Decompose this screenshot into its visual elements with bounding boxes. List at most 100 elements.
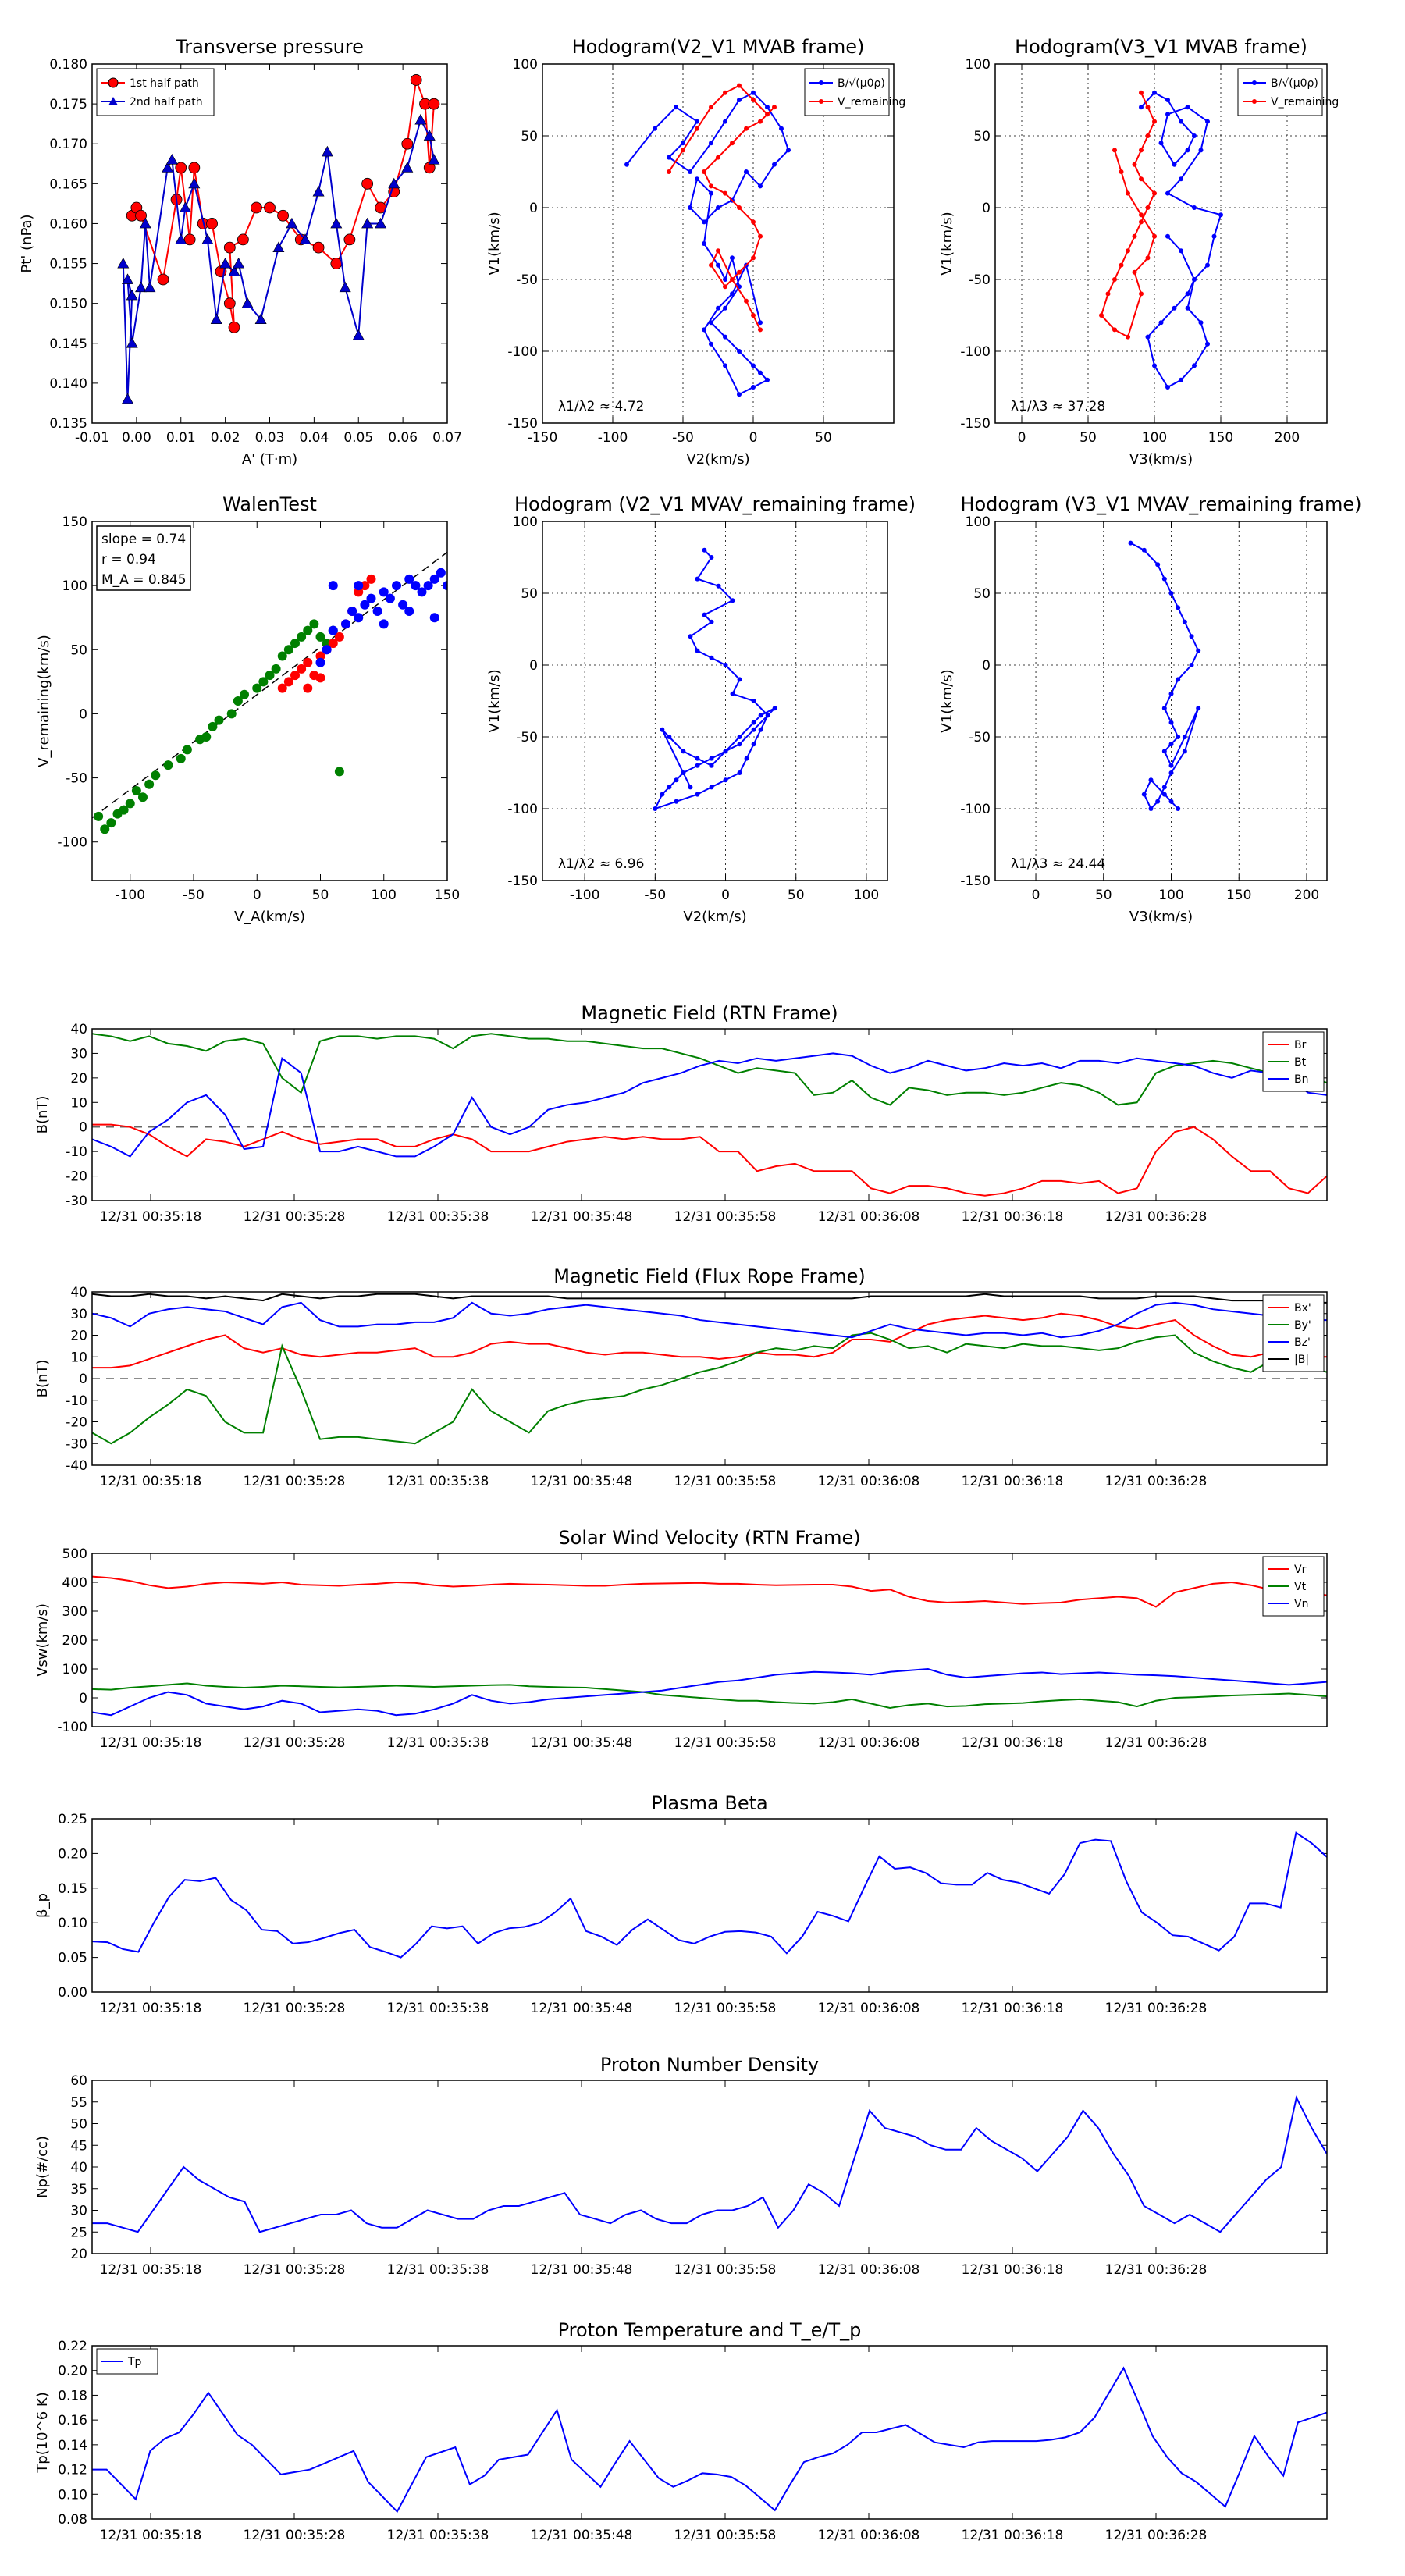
plot-area [92,1831,1327,1959]
x-axis-label: A' (T·m) [242,451,297,468]
data-point [354,587,364,597]
x-tick-label: 12/31 00:35:18 [100,2528,202,2543]
data-point [429,613,439,623]
y-tick-label: 35 [70,2182,87,2197]
data-point [1192,133,1197,138]
data-point [751,727,756,732]
chart-5: -150 -100 -50 0 50 100 0 50 100 150 200 Hodogram (V… [939,493,1362,925]
chart-title: Magnetic Field (RTN Frame) [581,1002,838,1024]
chart-6: -30 -20 -10 0 10 20 30 40 12/31 00:35:18 12/31 00… [34,1002,1328,1225]
y-tick-label: -150 [960,873,991,889]
data-point [1155,562,1161,568]
data-point [744,756,749,761]
data-point [730,291,735,297]
x-tick-label: 12/31 00:36:28 [1105,2528,1208,2543]
data-point [1145,334,1151,340]
x-tick-label: 12/31 00:35:38 [387,1209,489,1225]
x-tick-label: 12/31 00:35:38 [387,2528,489,2543]
data-point [758,713,763,718]
data-point [277,209,289,222]
plot-frame [542,63,895,424]
y-tick-label: 50 [973,586,991,602]
data-point [208,721,218,731]
data-point [772,706,777,711]
data-point [751,742,756,747]
data-point [121,393,134,404]
data-point [723,777,728,783]
plot-area [92,1575,1327,1717]
chart-7: -40 -30 -20 -10 0 10 20 30 40 12/31 00:35:18 12/31… [34,1265,1328,1489]
x-tick-label: -150 [528,430,558,446]
x-tick-label: 50 [815,430,832,446]
data-point [624,162,629,167]
x-tick-label: 50 [312,888,329,903]
data-point [312,241,325,254]
data-point [1161,706,1167,711]
x-tick-label: 12/31 00:35:28 [244,2001,346,2016]
chart-title: Solar Wind Velocity (RTN Frame) [558,1527,860,1549]
x-tick-label: 12/31 00:36:18 [962,1209,1064,1225]
x-axis-label: V3(km/s) [1129,451,1193,468]
y-tick-label: 25 [70,2225,87,2240]
data-point [695,119,699,124]
legend-label: B/√(μ0ρ) [1271,77,1318,90]
data-point [695,576,700,582]
data-point [443,581,447,591]
data-point [744,126,749,131]
x-tick-label: 0 [749,430,758,446]
data-point [667,735,672,739]
x-tick-label: -100 [598,430,628,446]
data-point [1145,133,1151,138]
series-Vt [92,1682,1327,1709]
data-point [1161,749,1167,754]
data-point [1141,547,1147,553]
y-tick-label: 0.08 [58,2512,87,2528]
data-point [1205,341,1210,347]
data-point [758,327,763,333]
x-tick-label: 12/31 00:35:58 [674,2001,777,2016]
series-line [653,550,776,810]
data-point [1165,112,1170,117]
data-point [1155,799,1161,804]
plot-area [1128,540,1201,811]
y-tick-label: 500 [62,1546,87,1562]
y-tick-label: 55 [70,2095,87,2111]
data-point [1168,763,1174,768]
data-point [709,190,713,196]
data-point [758,233,763,239]
chart-10: 20 25 30 35 40 45 50 55 60 12/31 00:35:18 12/31 00… [34,2054,1328,2278]
plot-frame [542,521,888,881]
data-point [737,349,742,354]
data-point [428,154,440,165]
data-point [411,581,421,591]
data-point [1218,212,1223,218]
x-tick-label: 100 [1158,888,1183,903]
x-tick-label: 0.01 [166,430,196,446]
data-point [176,753,186,763]
x-tick-label: 12/31 00:35:48 [531,1209,633,1225]
x-tick-label: 0.06 [388,430,418,446]
data-point [330,217,343,229]
x-tick-label: 12/31 00:35:28 [244,2262,346,2278]
legend-marker [819,80,823,85]
series-2nd half path [117,113,440,404]
legend-label: V_remaining [838,96,905,109]
data-point [709,756,714,761]
data-point [297,664,307,674]
data-point [1192,277,1197,282]
series-Br [92,1123,1327,1197]
data-point [410,74,422,86]
y-tick-label: 20 [70,1329,87,1344]
series-line [1100,92,1156,339]
data-point [702,547,707,553]
x-tick-label: 12/31 00:36:08 [818,2262,920,2278]
data-point [1198,320,1204,326]
data-point [354,613,364,623]
data-point [183,233,196,246]
data-point [254,313,267,325]
data-point [126,289,138,301]
data-point [695,126,699,131]
data-point [709,141,713,146]
legend-marker [1252,80,1257,85]
data-point [702,241,706,246]
